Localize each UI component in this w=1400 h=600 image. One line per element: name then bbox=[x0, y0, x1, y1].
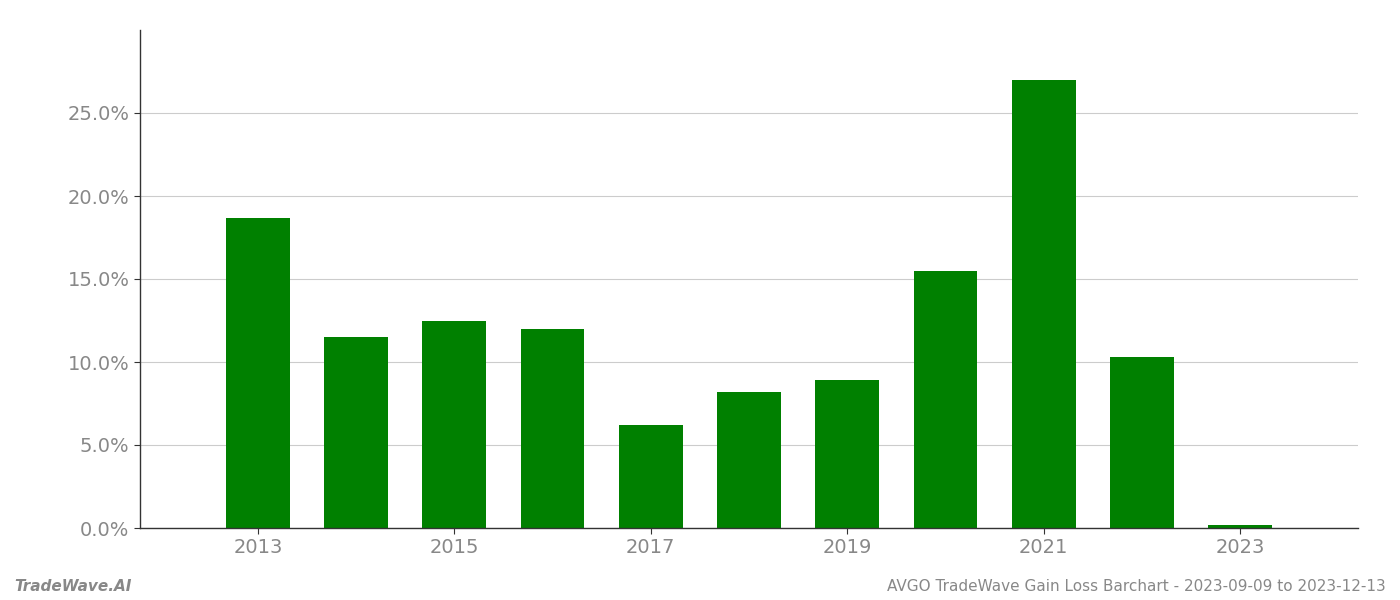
Text: AVGO TradeWave Gain Loss Barchart - 2023-09-09 to 2023-12-13: AVGO TradeWave Gain Loss Barchart - 2023… bbox=[888, 579, 1386, 594]
Bar bbox=[619, 425, 683, 528]
Bar bbox=[914, 271, 977, 528]
Bar bbox=[1110, 357, 1173, 528]
Bar bbox=[225, 218, 290, 528]
Bar bbox=[1208, 524, 1273, 528]
Bar bbox=[815, 380, 879, 528]
Bar bbox=[423, 320, 486, 528]
Bar bbox=[325, 337, 388, 528]
Text: TradeWave.AI: TradeWave.AI bbox=[14, 579, 132, 594]
Bar bbox=[521, 329, 584, 528]
Bar bbox=[1012, 80, 1075, 528]
Bar bbox=[717, 392, 781, 528]
